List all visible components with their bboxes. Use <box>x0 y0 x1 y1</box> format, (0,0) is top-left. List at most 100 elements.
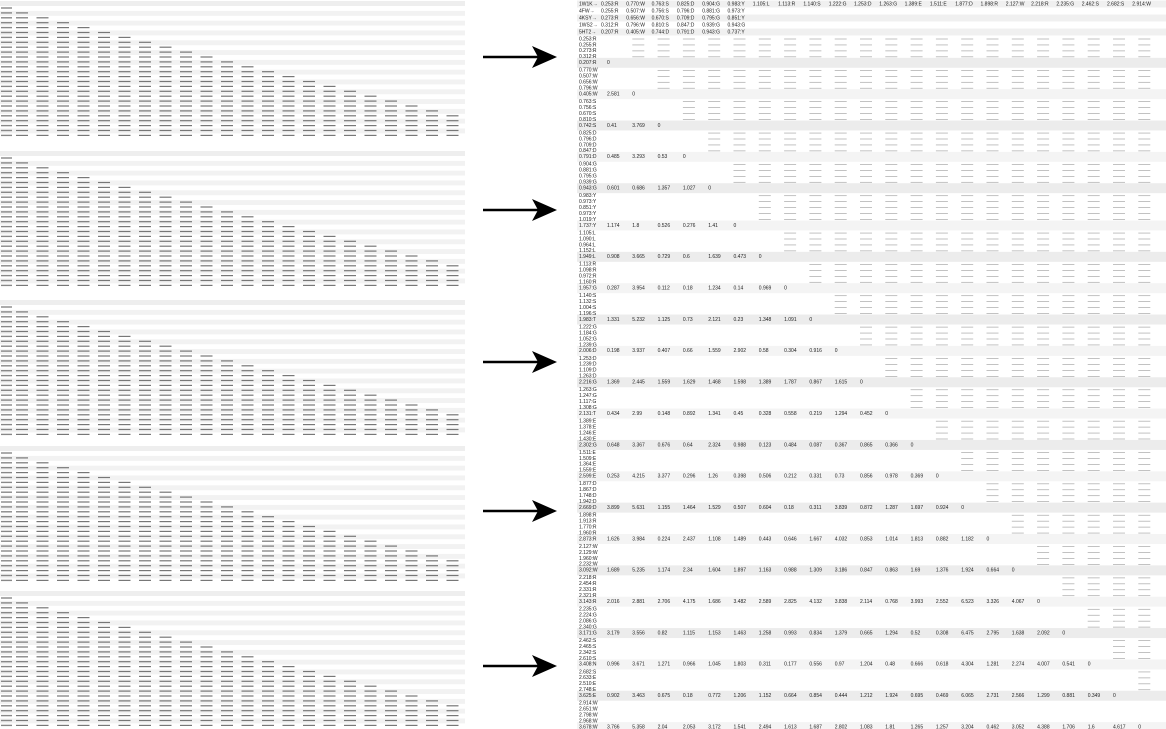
distance-value: 3.671 <box>632 662 645 668</box>
header-cell: 0.756:S <box>652 8 670 14</box>
row-label: 1.957:G <box>579 286 597 292</box>
row-label: 2.321:R <box>579 593 597 599</box>
distance-value: 0.82 <box>658 630 668 636</box>
distance-value: 1.559 <box>708 348 721 354</box>
row-label: 2.462:S <box>579 638 597 644</box>
distance-value: 4.388 <box>1037 724 1050 729</box>
distance-value: 0.52 <box>911 630 921 636</box>
distance-value: 0 <box>1037 599 1040 605</box>
distance-value: 2.04 <box>658 724 668 729</box>
row-label: 1.109:D <box>579 368 597 374</box>
distance-value: 0.369 <box>911 474 924 480</box>
distance-value: 1.687 <box>809 724 822 729</box>
row-label: 1.960:W <box>579 556 598 562</box>
distance-value: 2.274 <box>1012 662 1025 668</box>
distance-value: 1.281 <box>987 662 1000 668</box>
header-cell: 0.709:D <box>677 15 695 21</box>
header-cell: 1.105:L <box>753 1 770 7</box>
distance-value: 2.494 <box>759 724 772 729</box>
row-label: 0.255:R <box>579 42 597 48</box>
distance-value: 0.988 <box>734 442 747 448</box>
row-label: 0.670:S <box>579 111 597 117</box>
header-cell: 0.796:D <box>677 8 695 14</box>
row-label: 1.152:L <box>579 248 596 254</box>
distance-value: 0.308 <box>936 630 949 636</box>
distance-value: 1.26 <box>708 474 718 480</box>
row-label: 2.131:T <box>579 411 596 417</box>
distance-value: 0 <box>1062 630 1065 636</box>
row-label: 1.942:D <box>579 499 597 505</box>
row-label: 1.898:R <box>579 513 597 519</box>
distance-value: 1.559 <box>658 380 671 386</box>
distance-value: 2.437 <box>683 536 696 542</box>
distance-value: 1.529 <box>708 505 721 511</box>
distance-value: 1.091 <box>784 317 797 323</box>
distance-value: 1.639 <box>708 254 721 260</box>
distance-value: 0.407 <box>658 348 671 354</box>
row-label: 1.004:S <box>579 305 597 311</box>
distance-value: 0.966 <box>683 662 696 668</box>
distance-value: 4.304 <box>961 662 974 668</box>
distance-value: 0.53 <box>658 154 668 160</box>
distance-value: 3.377 <box>658 474 671 480</box>
row-label: 0.964:L <box>579 242 596 248</box>
distance-value: 0.908 <box>607 254 620 260</box>
value-row-band <box>577 690 1166 701</box>
row-label: 2.232:W <box>579 562 598 568</box>
row-label: 2.510:E <box>579 681 597 687</box>
distance-value: 3.937 <box>632 348 645 354</box>
value-row-band <box>577 120 1166 131</box>
distance-value: 0.978 <box>885 474 898 480</box>
distance-value: 0.916 <box>809 348 822 354</box>
thumb-row <box>0 640 465 645</box>
distance-value: 0.601 <box>607 186 620 192</box>
header-cell: 0.763:S <box>652 1 670 7</box>
distance-value: 0 <box>683 154 686 160</box>
header-cell: 0.851:Y <box>728 15 746 21</box>
distance-value: 1.697 <box>911 505 924 511</box>
distance-value: 0.123 <box>759 442 772 448</box>
value-row-band <box>577 183 1166 194</box>
thumb-row <box>0 610 465 616</box>
distance-value: 5.631 <box>632 505 645 511</box>
header-cell: 0.737:Y <box>728 29 746 35</box>
thumb-header <box>0 1 465 6</box>
row-label: 2.873:R <box>579 536 597 542</box>
distance-value: 0.6 <box>683 254 690 260</box>
distance-value: 1.463 <box>734 630 747 636</box>
distance-value: 1.234 <box>708 286 721 292</box>
header-cell: 0.744:D <box>652 29 670 35</box>
distance-value: 1.686 <box>708 599 721 605</box>
header-cell: 0.255:R <box>601 8 619 14</box>
row-label: 1.105:L <box>579 230 596 236</box>
distance-value: 1.69 <box>911 568 921 574</box>
distance-table: 1W1K→ 0.253:R 0.770:W 0.763:S 0.825:D 0.904:G… <box>577 0 1166 729</box>
distance-value: 3.204 <box>961 724 974 729</box>
distance-value: 1.924 <box>961 568 974 574</box>
distance-value: 1.299 <box>1037 693 1050 699</box>
distance-value: 0.331 <box>809 474 822 480</box>
distance-value: 1.6 <box>1088 724 1095 729</box>
distance-value: 3.838 <box>835 599 848 605</box>
distance-value: 0.618 <box>936 662 949 668</box>
row-label: 0.795:G <box>579 174 597 180</box>
header-cell: 0.943:G <box>728 22 746 28</box>
row-label: 0.709:D <box>579 142 597 148</box>
distance-value: 0.556 <box>809 662 822 668</box>
distance-value: 2.581 <box>607 91 620 97</box>
distance-value: 1.598 <box>734 380 747 386</box>
distance-value: 1.152 <box>759 693 772 699</box>
distance-value: 0.604 <box>759 505 772 511</box>
row-label: 3.625:E <box>579 693 597 699</box>
distance-value: 1.182 <box>961 536 974 542</box>
header-cell: 0.670:S <box>652 15 670 21</box>
distance-value: 0.23 <box>734 317 744 323</box>
thumbnail <box>0 591 465 727</box>
row-label: 1.364:E <box>579 462 597 468</box>
distance-value: 0.14 <box>734 286 744 292</box>
row-label: 2.235:G <box>579 607 597 613</box>
distance-value: 0.349 <box>1088 693 1101 699</box>
distance-value: 1.379 <box>835 630 848 636</box>
distance-value: 3.993 <box>911 599 924 605</box>
distance-value: 0.507 <box>734 505 747 511</box>
